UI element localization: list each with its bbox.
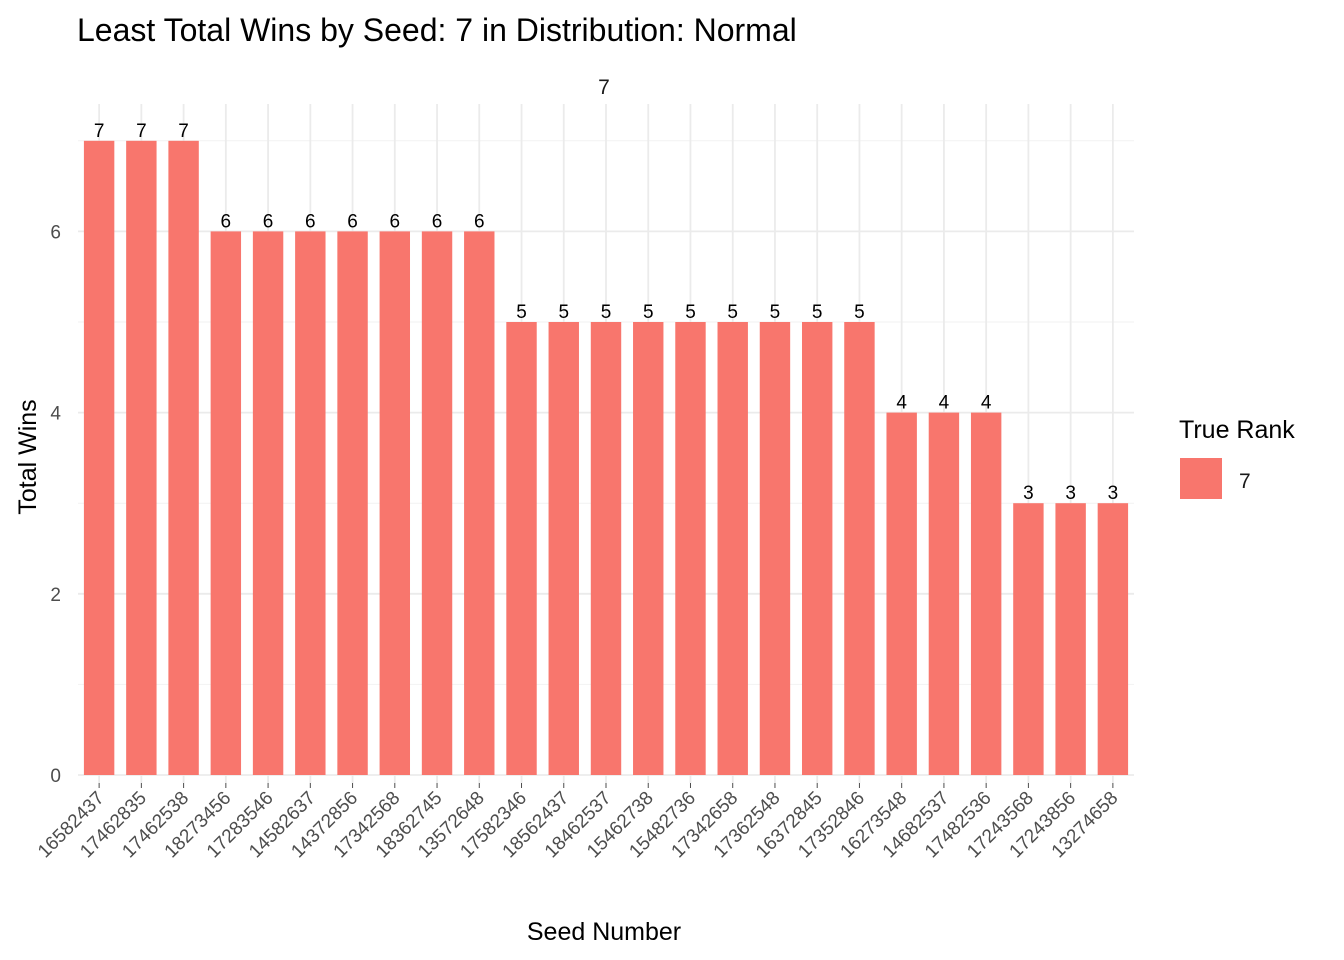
y-axis-title: Total Wins <box>14 399 42 514</box>
bar-value-label: 7 <box>136 121 147 142</box>
bar-value-label: 4 <box>981 393 992 414</box>
bar <box>675 322 706 775</box>
bar-value-label: 5 <box>558 302 569 323</box>
bar <box>1097 503 1129 775</box>
bar-value-label: 3 <box>1065 483 1076 504</box>
bar <box>83 140 115 776</box>
bar-value-label: 5 <box>727 302 738 323</box>
bar-value-label: 4 <box>939 393 950 414</box>
bar <box>210 231 242 775</box>
bar-value-label: 5 <box>516 302 527 323</box>
bar-value-label: 5 <box>770 302 781 323</box>
bar <box>844 322 875 775</box>
bar-value-label: 6 <box>347 211 358 232</box>
bar <box>928 412 960 775</box>
y-tick-label: 6 <box>50 222 61 243</box>
bar-value-label: 7 <box>178 121 189 142</box>
bar-value-labels: 7 7 7 6 6 6 6 6 6 6 5 5 5 5 5 5 5 5 5 4 4 4 3 3 3 <box>94 121 1118 504</box>
bar <box>168 140 199 776</box>
chart-title: Least Total Wins by Seed: 7 in Distribut… <box>77 12 797 48</box>
y-tick-label: 4 <box>50 404 61 425</box>
bar <box>548 322 579 775</box>
bar <box>1055 503 1086 775</box>
y-tick-label: 2 <box>50 585 61 606</box>
bar <box>464 231 495 775</box>
bar-value-label: 4 <box>896 393 907 414</box>
y-tick-label: 0 <box>50 766 61 787</box>
legend-title: True Rank <box>1179 416 1295 444</box>
bar-value-label: 5 <box>854 302 865 323</box>
facet-strip-label: 7 <box>598 76 610 99</box>
legend-label: 7 <box>1239 470 1251 493</box>
bar <box>759 322 791 775</box>
bar <box>886 412 917 775</box>
bar <box>590 322 622 775</box>
bar <box>633 322 664 775</box>
bar-value-label: 6 <box>432 211 443 232</box>
bar <box>379 231 411 775</box>
bar-value-label: 6 <box>305 211 316 232</box>
bar-value-label: 5 <box>812 302 823 323</box>
bar-value-label: 7 <box>94 121 105 142</box>
bar-value-label: 6 <box>474 211 485 232</box>
x-axis-title: Seed Number <box>527 918 681 946</box>
bar <box>337 231 368 775</box>
bar-value-label: 5 <box>685 302 696 323</box>
bar-value-label: 3 <box>1023 483 1034 504</box>
bar <box>1013 503 1044 775</box>
bar <box>295 231 326 775</box>
bar <box>126 140 157 776</box>
bar-value-label: 6 <box>263 211 274 232</box>
bar-value-label: 5 <box>643 302 654 323</box>
bar <box>801 322 833 775</box>
y-axis-ticks: 0 2 4 6 <box>50 222 61 787</box>
bar <box>970 412 1002 775</box>
legend-key <box>1180 458 1222 499</box>
bar <box>506 322 537 775</box>
bar-value-label: 3 <box>1108 483 1119 504</box>
legend: True Rank 7 <box>1179 416 1295 499</box>
x-axis-ticks: 1658243717462835174625381827345617283546… <box>34 783 1122 862</box>
bar <box>421 231 453 775</box>
bar-value-label: 5 <box>601 302 612 323</box>
bar <box>717 322 748 775</box>
bar <box>252 231 284 775</box>
bar-value-label: 6 <box>221 211 232 232</box>
bar-value-label: 6 <box>390 211 401 232</box>
bars <box>83 140 1129 776</box>
